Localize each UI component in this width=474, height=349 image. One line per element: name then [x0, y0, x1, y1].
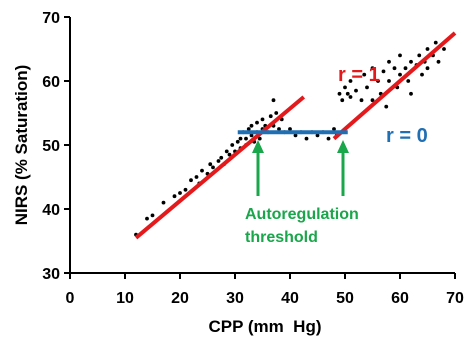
data-point — [376, 79, 380, 83]
x-tick-label: 20 — [171, 290, 189, 307]
data-point — [257, 136, 262, 141]
x-tick-label: 30 — [226, 290, 244, 307]
arrow-head — [252, 140, 264, 153]
data-point — [392, 66, 397, 71]
data-point — [304, 136, 309, 141]
x-axis-label: CPP (mm Hg) — [208, 317, 321, 336]
data-point — [348, 95, 353, 99]
data-point — [268, 114, 273, 119]
data-point — [370, 98, 375, 103]
data-point — [293, 133, 298, 138]
data-point — [172, 194, 177, 199]
data-point — [409, 91, 413, 96]
data-point — [244, 136, 248, 141]
data-point — [274, 111, 279, 115]
data-point — [425, 66, 430, 71]
y-tick-label: 60 — [42, 74, 60, 91]
x-tick-label: 40 — [281, 290, 299, 307]
data-point — [315, 133, 320, 138]
y-tick-label: 50 — [42, 138, 60, 155]
data-point — [255, 120, 259, 125]
data-point — [348, 79, 353, 83]
data-point — [208, 162, 213, 167]
data-point — [384, 104, 389, 109]
data-point — [216, 159, 221, 163]
arrow-head — [337, 140, 349, 153]
data-point — [420, 72, 424, 77]
data-point — [161, 200, 166, 205]
x-tick-label: 60 — [391, 290, 409, 307]
data-point — [340, 98, 345, 103]
data-point — [398, 72, 402, 77]
data-point — [417, 53, 422, 58]
data-point — [235, 139, 240, 144]
data-point — [246, 127, 251, 131]
data-point — [200, 168, 204, 173]
y-tick-label: 40 — [42, 202, 60, 219]
data-point — [442, 47, 446, 51]
data-point — [249, 123, 254, 128]
data-point — [260, 117, 265, 122]
y-tick-label: 30 — [42, 266, 60, 283]
x-tick-label: 70 — [446, 290, 464, 307]
fit-line — [332, 31, 457, 141]
data-point — [343, 85, 347, 90]
data-point — [433, 40, 438, 45]
data-point — [387, 59, 391, 64]
data-point — [288, 127, 292, 131]
data-point — [227, 152, 232, 157]
data-point — [345, 91, 350, 96]
data-point — [145, 216, 149, 221]
data-point — [398, 53, 402, 58]
annotation: Autoregulation — [245, 206, 359, 223]
data-point — [381, 69, 386, 74]
data-point — [194, 175, 199, 179]
y-axis-label: NIRS (% Saturation) — [12, 65, 31, 226]
data-point — [365, 85, 369, 90]
data-point — [425, 47, 430, 51]
x-tick-label: 10 — [116, 290, 134, 307]
data-point — [387, 79, 391, 83]
data-point — [406, 79, 411, 83]
data-point — [332, 127, 336, 131]
data-point — [403, 66, 408, 71]
x-tick-label: 50 — [336, 290, 354, 307]
data-point — [238, 136, 243, 141]
data-point — [370, 66, 375, 71]
data-point — [337, 91, 342, 96]
data-point — [189, 178, 193, 183]
data-point — [224, 149, 229, 154]
data-point — [277, 127, 281, 131]
data-point — [211, 165, 215, 170]
y-tick-label: 70 — [42, 10, 60, 27]
x-tick-label: 0 — [66, 290, 75, 307]
data-point — [326, 136, 331, 141]
annotation: r = 0 — [386, 125, 428, 147]
data-point — [230, 143, 235, 147]
data-point — [436, 59, 441, 64]
data-point — [362, 72, 367, 77]
annotation: threshold — [245, 229, 318, 246]
data-point — [359, 98, 364, 103]
data-point — [178, 191, 182, 195]
annotation: r = 1 — [338, 64, 380, 86]
data-point — [150, 213, 155, 218]
data-point — [219, 155, 224, 160]
data-point — [183, 187, 188, 192]
data-point — [354, 88, 358, 93]
fit-line — [134, 95, 306, 240]
data-point — [271, 98, 276, 103]
data-point — [249, 133, 254, 138]
data-point — [409, 59, 413, 64]
